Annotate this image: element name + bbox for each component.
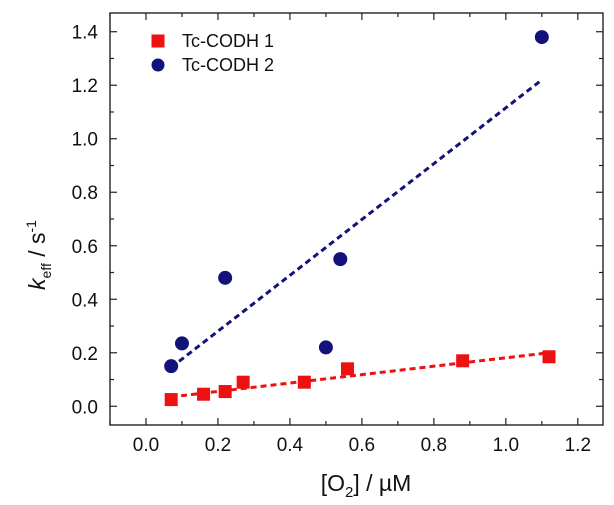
fit-lines [170,78,550,399]
data-point-series-1 [542,350,556,364]
y-tick-label: 1.4 [72,23,99,44]
x-title-sub: 2 [345,484,353,501]
legend: Tc-CODH 1 Tc-CODH 2 [151,31,274,75]
data-point-series-2 [164,359,179,374]
y-title-main: k [24,277,50,290]
x-tick-label: 0.8 [421,435,447,456]
legend-label-series-1: Tc-CODH 1 [182,31,274,51]
data-point-series-1 [197,387,211,401]
y-tick-label: 0.2 [72,344,98,365]
x-tick-label: 0.6 [349,435,375,456]
x-title-post: ] / µM [353,470,411,496]
x-tick-label: 0.2 [205,435,231,456]
x-tick-label: 1.2 [565,435,591,456]
data-point-series-1 [341,362,355,376]
y-tick-label: 1.2 [72,76,98,97]
y-tick-label: 1.0 [72,130,98,151]
y-axis: 0.0 0.2 0.4 0.6 0.8 1.0 1.2 1.4 [72,23,603,418]
fit-line-series-2 [170,78,543,369]
data-point-series-2 [174,336,189,351]
data-point-series-1 [236,375,250,389]
legend-marker-series-1 [151,34,165,48]
data-point-series-2 [218,270,233,285]
data-point-series-2 [333,252,348,267]
x-tick-label: 1.0 [493,435,519,456]
y-axis-title: keff / s-1 [23,220,54,290]
data-point-series-1 [164,393,178,407]
data-point-series-1 [456,354,470,368]
y-tick-label: 0.8 [72,183,98,204]
x-tick-label: 0.0 [133,435,159,456]
y-tick-label: 0.6 [72,237,98,258]
data-point-series-1 [218,385,232,399]
y-title-mid: / s [24,232,50,263]
x-title-pre: [O [321,470,345,496]
legend-marker-series-2 [151,58,165,72]
x-tick-label: 0.4 [277,435,304,456]
y-tick-label: 0.4 [72,290,99,311]
legend-label-series-2: Tc-CODH 2 [182,55,274,75]
x-axis-title: [O2] / µM [321,470,412,501]
fit-line-series-1 [171,351,550,399]
data-point-series-2 [534,30,549,45]
y-tick-label: 0.0 [72,397,98,418]
data-point-series-1 [297,375,311,389]
y-title-sup: -1 [23,220,39,233]
data-point-series-2 [318,340,333,355]
x-axis: 0.0 0.2 0.4 0.6 0.8 1.0 1.2 [109,13,591,456]
y-title-sub: eff [38,263,54,278]
data-points [164,30,556,407]
